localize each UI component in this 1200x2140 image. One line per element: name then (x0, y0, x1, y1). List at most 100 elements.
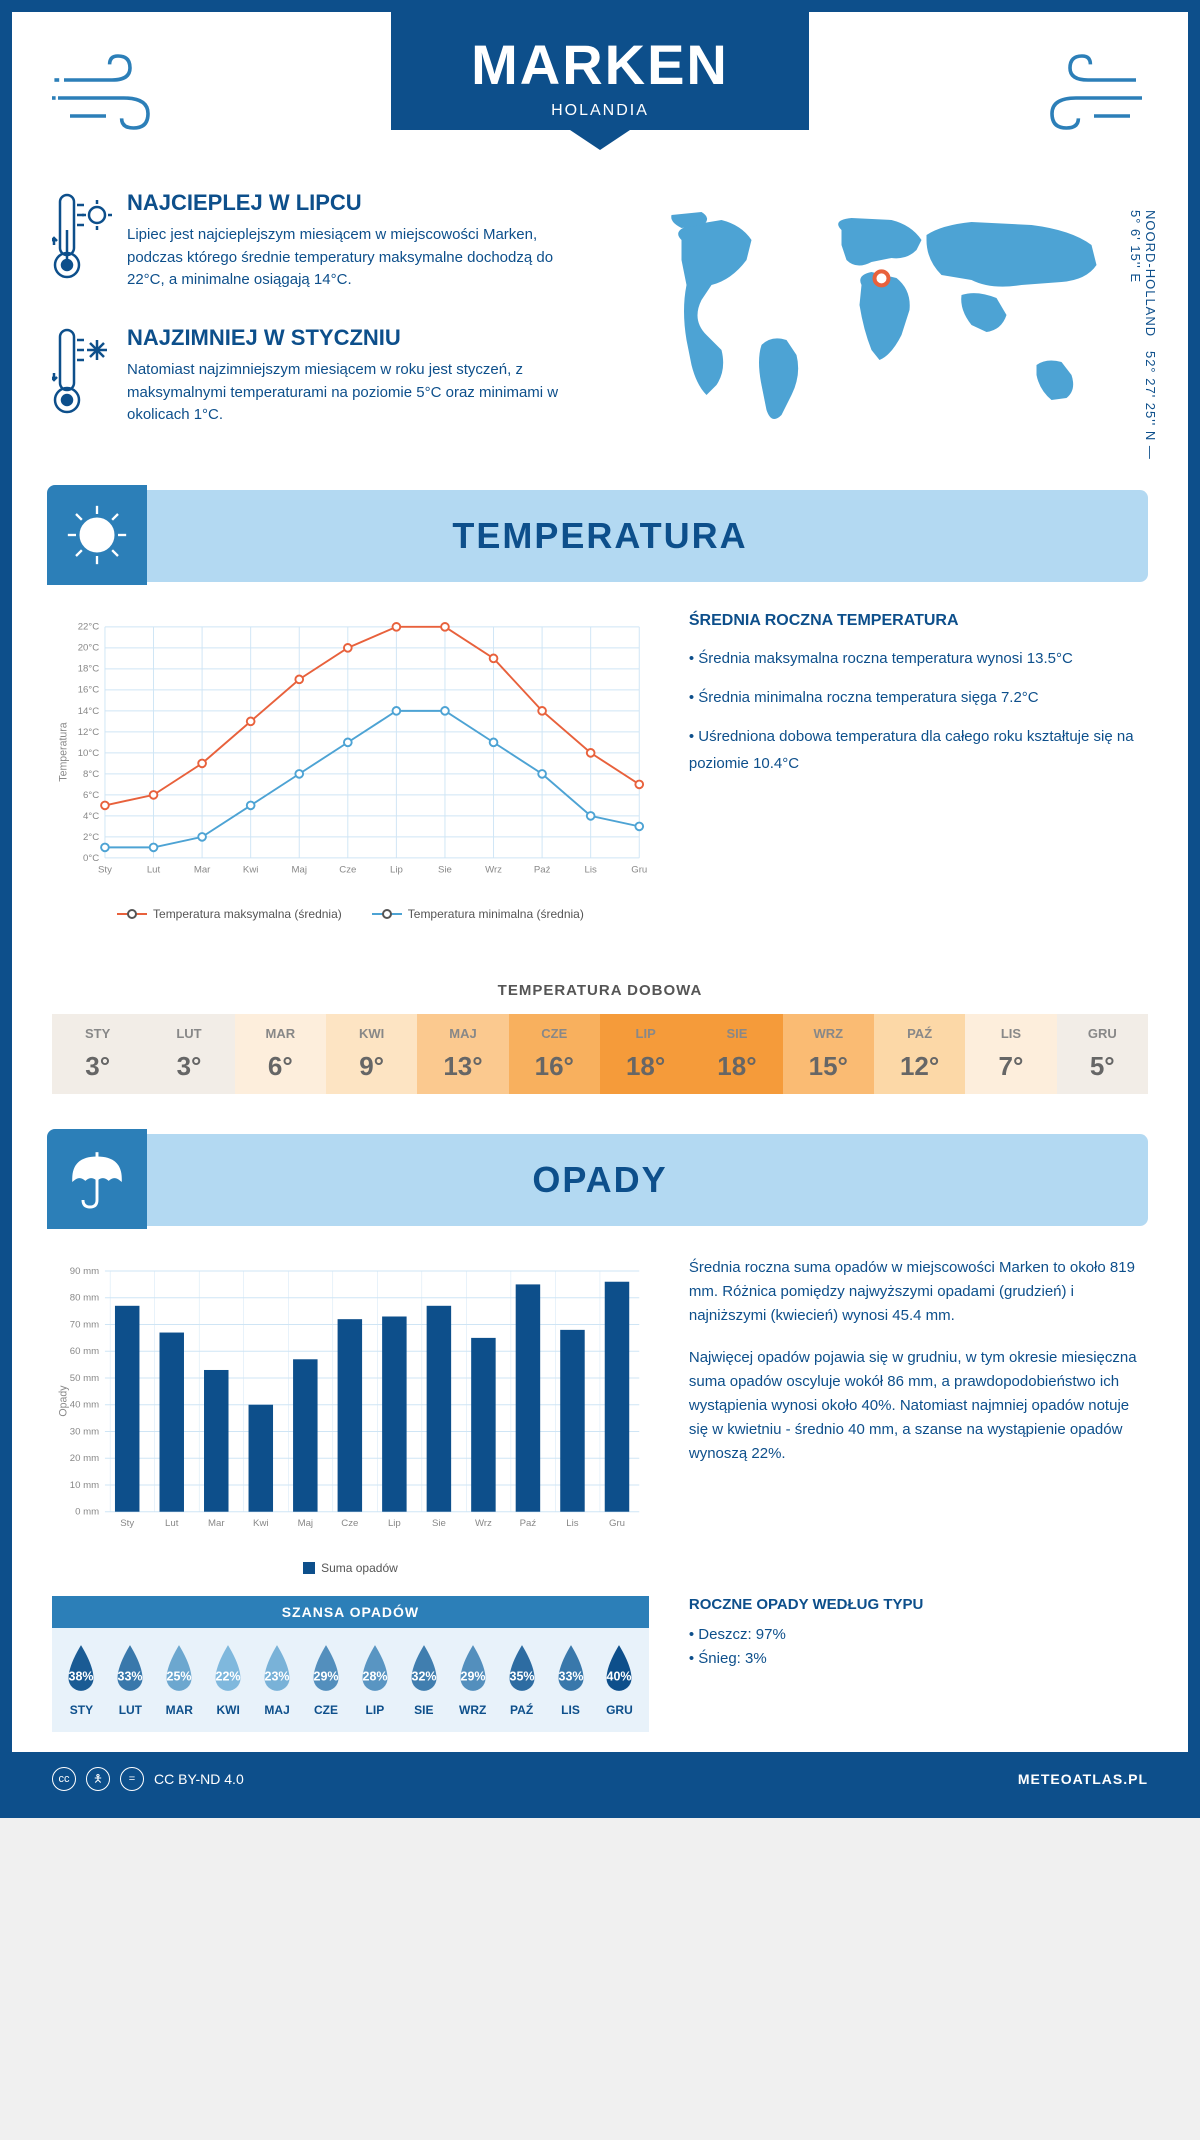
temperature-line-chart: 0°C2°C4°C6°C8°C10°C12°C14°C16°C18°C20°C2… (52, 612, 649, 932)
svg-text:22%: 22% (216, 1669, 241, 1683)
precipitation-bar-chart: 0 mm10 mm20 mm30 mm40 mm50 mm60 mm70 mm8… (52, 1256, 649, 1576)
svg-text:Lip: Lip (390, 864, 403, 875)
umbrella-icon (47, 1129, 147, 1229)
temperature-stats: ŚREDNIA ROCZNA TEMPERATURA • Średnia mak… (689, 612, 1148, 932)
svg-text:Maj: Maj (291, 864, 306, 875)
precipitation-chance: SZANSA OPADÓW 38% STY 33% LUT 25% MAR 22… (52, 1596, 649, 1732)
daily-temp-cell: MAJ13° (417, 1014, 508, 1094)
svg-text:10°C: 10°C (78, 748, 100, 759)
svg-text:Lut: Lut (147, 864, 161, 875)
svg-text:29%: 29% (314, 1669, 339, 1683)
daily-temp-cell: WRZ15° (783, 1014, 874, 1094)
svg-text:35%: 35% (509, 1669, 534, 1683)
svg-text:8°C: 8°C (83, 769, 99, 780)
daily-temp-cell: SIE18° (691, 1014, 782, 1094)
daily-temp-title: TEMPERATURA DOBOWA (52, 982, 1148, 999)
daily-temp-cell: MAR6° (235, 1014, 326, 1094)
chance-cell: 23% MAJ (253, 1643, 302, 1717)
chance-cell: 25% MAR (155, 1643, 204, 1717)
svg-text:Kwi: Kwi (253, 1518, 268, 1529)
svg-text:60 mm: 60 mm (70, 1346, 99, 1357)
wind-icon (1028, 42, 1148, 142)
chance-cell: 29% WRZ (448, 1643, 497, 1717)
daily-temp-cell: LIS7° (965, 1014, 1056, 1094)
daily-temp-cell: PAŹ12° (874, 1014, 965, 1094)
svg-text:2°C: 2°C (83, 832, 99, 843)
daily-temp-cell: GRU5° (1057, 1014, 1148, 1094)
thermometer-snow-icon (52, 325, 112, 430)
daily-temp-grid: STY3°LUT3°MAR6°KWI9°MAJ13°CZE16°LIP18°SI… (52, 1014, 1148, 1094)
chance-cell: 22% KWI (204, 1643, 253, 1717)
cc-icon: cc (52, 1767, 76, 1791)
svg-text:33%: 33% (558, 1669, 583, 1683)
svg-text:Sty: Sty (120, 1518, 134, 1529)
svg-text:40%: 40% (607, 1669, 632, 1683)
warmest-text: Lipiec jest najcieplejszym miesiącem w m… (127, 224, 585, 292)
site-name: METEOATLAS.PL (1018, 1771, 1148, 1787)
svg-text:70 mm: 70 mm (70, 1319, 99, 1330)
svg-text:28%: 28% (362, 1669, 387, 1683)
type-item: • Deszcz: 97% (689, 1623, 1148, 1647)
city-title: MARKEN (471, 32, 729, 97)
svg-text:32%: 32% (411, 1669, 436, 1683)
svg-text:Cze: Cze (341, 1518, 358, 1529)
svg-text:Kwi: Kwi (243, 864, 258, 875)
stat-item: • Średnia minimalna roczna temperatura s… (689, 684, 1148, 711)
svg-text:Sie: Sie (438, 864, 452, 875)
svg-text:18°C: 18°C (78, 664, 100, 675)
svg-text:Lis: Lis (585, 864, 597, 875)
warmest-block: NAJCIEPLEJ W LIPCU Lipiec jest najcieple… (52, 190, 585, 295)
by-icon: 🯅 (86, 1767, 110, 1791)
svg-text:Opady: Opady (57, 1385, 69, 1417)
svg-text:Wrz: Wrz (485, 864, 502, 875)
precipitation-section-header: OPADY (52, 1134, 1148, 1226)
coldest-block: NAJZIMNIEJ W STYCZNIU Natomiast najzimni… (52, 325, 585, 430)
nd-icon: = (120, 1767, 144, 1791)
svg-text:0°C: 0°C (83, 853, 99, 864)
svg-text:90 mm: 90 mm (70, 1266, 99, 1277)
chance-cell: 29% CZE (302, 1643, 351, 1717)
svg-text:25%: 25% (167, 1669, 192, 1683)
svg-text:23%: 23% (265, 1669, 290, 1683)
svg-text:20°C: 20°C (78, 643, 100, 654)
svg-text:Wrz: Wrz (475, 1518, 492, 1529)
country-label: HOLANDIA (471, 102, 729, 120)
svg-text:Paź: Paź (520, 1518, 537, 1529)
svg-text:Sie: Sie (432, 1518, 446, 1529)
chance-cell: 33% LUT (106, 1643, 155, 1717)
svg-text:22°C: 22°C (78, 622, 100, 633)
svg-text:16°C: 16°C (78, 685, 100, 696)
chance-cell: 33% LIS (546, 1643, 595, 1717)
chance-cell: 28% LIP (350, 1643, 399, 1717)
svg-text:0 mm: 0 mm (75, 1507, 99, 1518)
svg-text:Maj: Maj (298, 1518, 313, 1529)
type-item: • Śnieg: 3% (689, 1647, 1148, 1671)
svg-text:40 mm: 40 mm (70, 1400, 99, 1411)
temperature-section-header: TEMPERATURA (52, 490, 1148, 582)
warmest-title: NAJCIEPLEJ W LIPCU (127, 190, 585, 216)
svg-text:6°C: 6°C (83, 790, 99, 801)
chance-cell: 35% PAŹ (497, 1643, 546, 1717)
chance-cell: 38% STY (57, 1643, 106, 1717)
daily-temp-cell: KWI9° (326, 1014, 417, 1094)
svg-text:10 mm: 10 mm (70, 1480, 99, 1491)
stat-item: • Uśredniona dobowa temperatura dla całe… (689, 723, 1148, 777)
svg-text:Sty: Sty (98, 864, 112, 875)
thermometer-sun-icon (52, 190, 112, 295)
chance-cell: 32% SIE (399, 1643, 448, 1717)
sun-icon (47, 485, 147, 585)
svg-text:Mar: Mar (194, 864, 211, 875)
chance-cell: 40% GRU (595, 1643, 644, 1717)
svg-text:20 mm: 20 mm (70, 1453, 99, 1464)
svg-text:38%: 38% (69, 1669, 94, 1683)
svg-text:29%: 29% (460, 1669, 485, 1683)
stat-item: • Średnia maksymalna roczna temperatura … (689, 645, 1148, 672)
svg-text:80 mm: 80 mm (70, 1293, 99, 1304)
header: MARKEN HOLANDIA (12, 12, 1188, 130)
svg-text:33%: 33% (118, 1669, 143, 1683)
precipitation-summary: Średnia roczna suma opadów w miejscowośc… (689, 1256, 1148, 1466)
daily-temp-cell: LIP18° (600, 1014, 691, 1094)
svg-text:Lip: Lip (388, 1518, 401, 1529)
world-map (615, 190, 1148, 450)
coldest-text: Natomiast najzimniejszym miesiącem w rok… (127, 359, 585, 427)
